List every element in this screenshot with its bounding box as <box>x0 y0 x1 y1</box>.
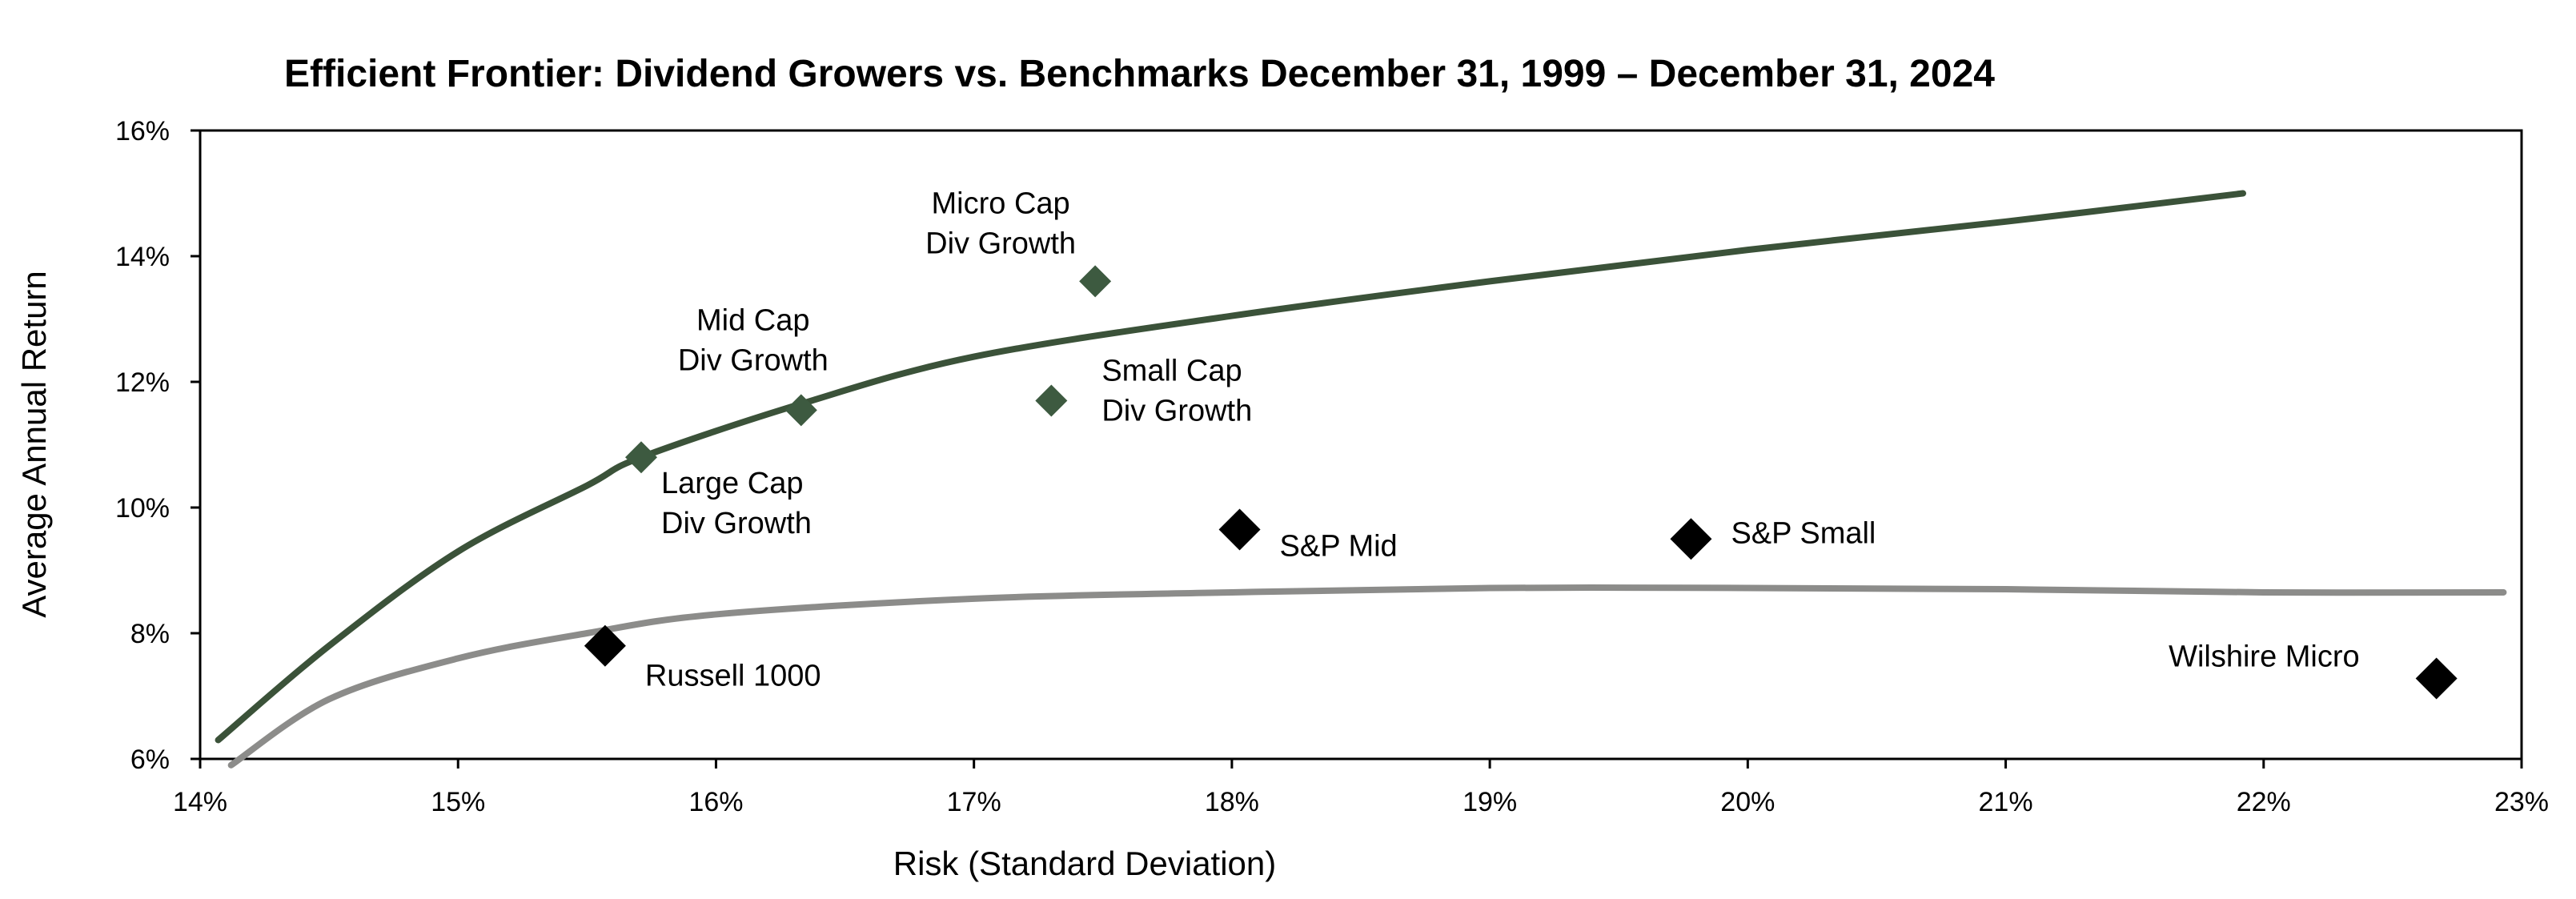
point-micro-cap-div-growth-label: Micro Cap Div Growth <box>925 187 1076 260</box>
x-tick-label: 21% <box>1979 787 2033 817</box>
point-s-p-small-label: S&P Small <box>1731 516 1876 550</box>
point-small-cap-div-growth-marker <box>1035 384 1068 417</box>
frontier-line-2 <box>227 584 2507 769</box>
x-tick-label: 15% <box>431 787 485 817</box>
x-tick-label: 16% <box>688 787 743 817</box>
x-tick-label: 22% <box>2237 787 2291 817</box>
point-russell-1000-marker <box>584 624 626 667</box>
point-s-p-small-marker <box>1670 518 1712 560</box>
x-axis-title: Risk (Standard Deviation) <box>893 845 1277 882</box>
point-large-cap-div-growth-marker <box>625 441 657 474</box>
x-tick-label: 23% <box>2494 787 2549 817</box>
y-tick-label: 10% <box>115 493 170 524</box>
point-wilshire-micro-marker <box>2415 657 2458 700</box>
point-s-p-mid-label: S&P Mid <box>1280 529 1398 563</box>
y-tick-label: 14% <box>115 242 170 272</box>
y-tick-label: 12% <box>115 367 170 398</box>
x-tick-label: 20% <box>1720 787 1775 817</box>
point-russell-1000-label: Russell 1000 <box>645 660 821 693</box>
frontier-line-1 <box>215 190 2246 744</box>
point-wilshire-micro-label: Wilshire Micro <box>2169 640 2360 674</box>
point-large-cap-div-growth-label: Large Cap Div Growth <box>661 467 812 540</box>
x-tick-label: 17% <box>947 787 1001 817</box>
plot-area <box>199 129 2523 761</box>
point-s-p-mid-marker <box>1218 508 1261 551</box>
chart-title: Efficient Frontier: Dividend Growers vs.… <box>284 53 1995 95</box>
point-micro-cap-div-growth-marker <box>1079 265 1112 298</box>
y-tick-label: 6% <box>130 744 170 775</box>
x-tick-label: 19% <box>1463 787 1517 817</box>
point-mid-cap-div-growth-marker <box>784 394 817 427</box>
point-small-cap-div-growth-label: Small Cap Div Growth <box>1101 355 1252 428</box>
point-mid-cap-div-growth-label: Mid Cap Div Growth <box>678 303 829 377</box>
x-tick-label: 18% <box>1205 787 1259 817</box>
y-axis-title: Average Annual Return <box>15 271 53 618</box>
y-tick-label: 16% <box>115 116 170 146</box>
y-tick-label: 8% <box>130 619 170 649</box>
x-tick-label: 14% <box>173 787 227 817</box>
